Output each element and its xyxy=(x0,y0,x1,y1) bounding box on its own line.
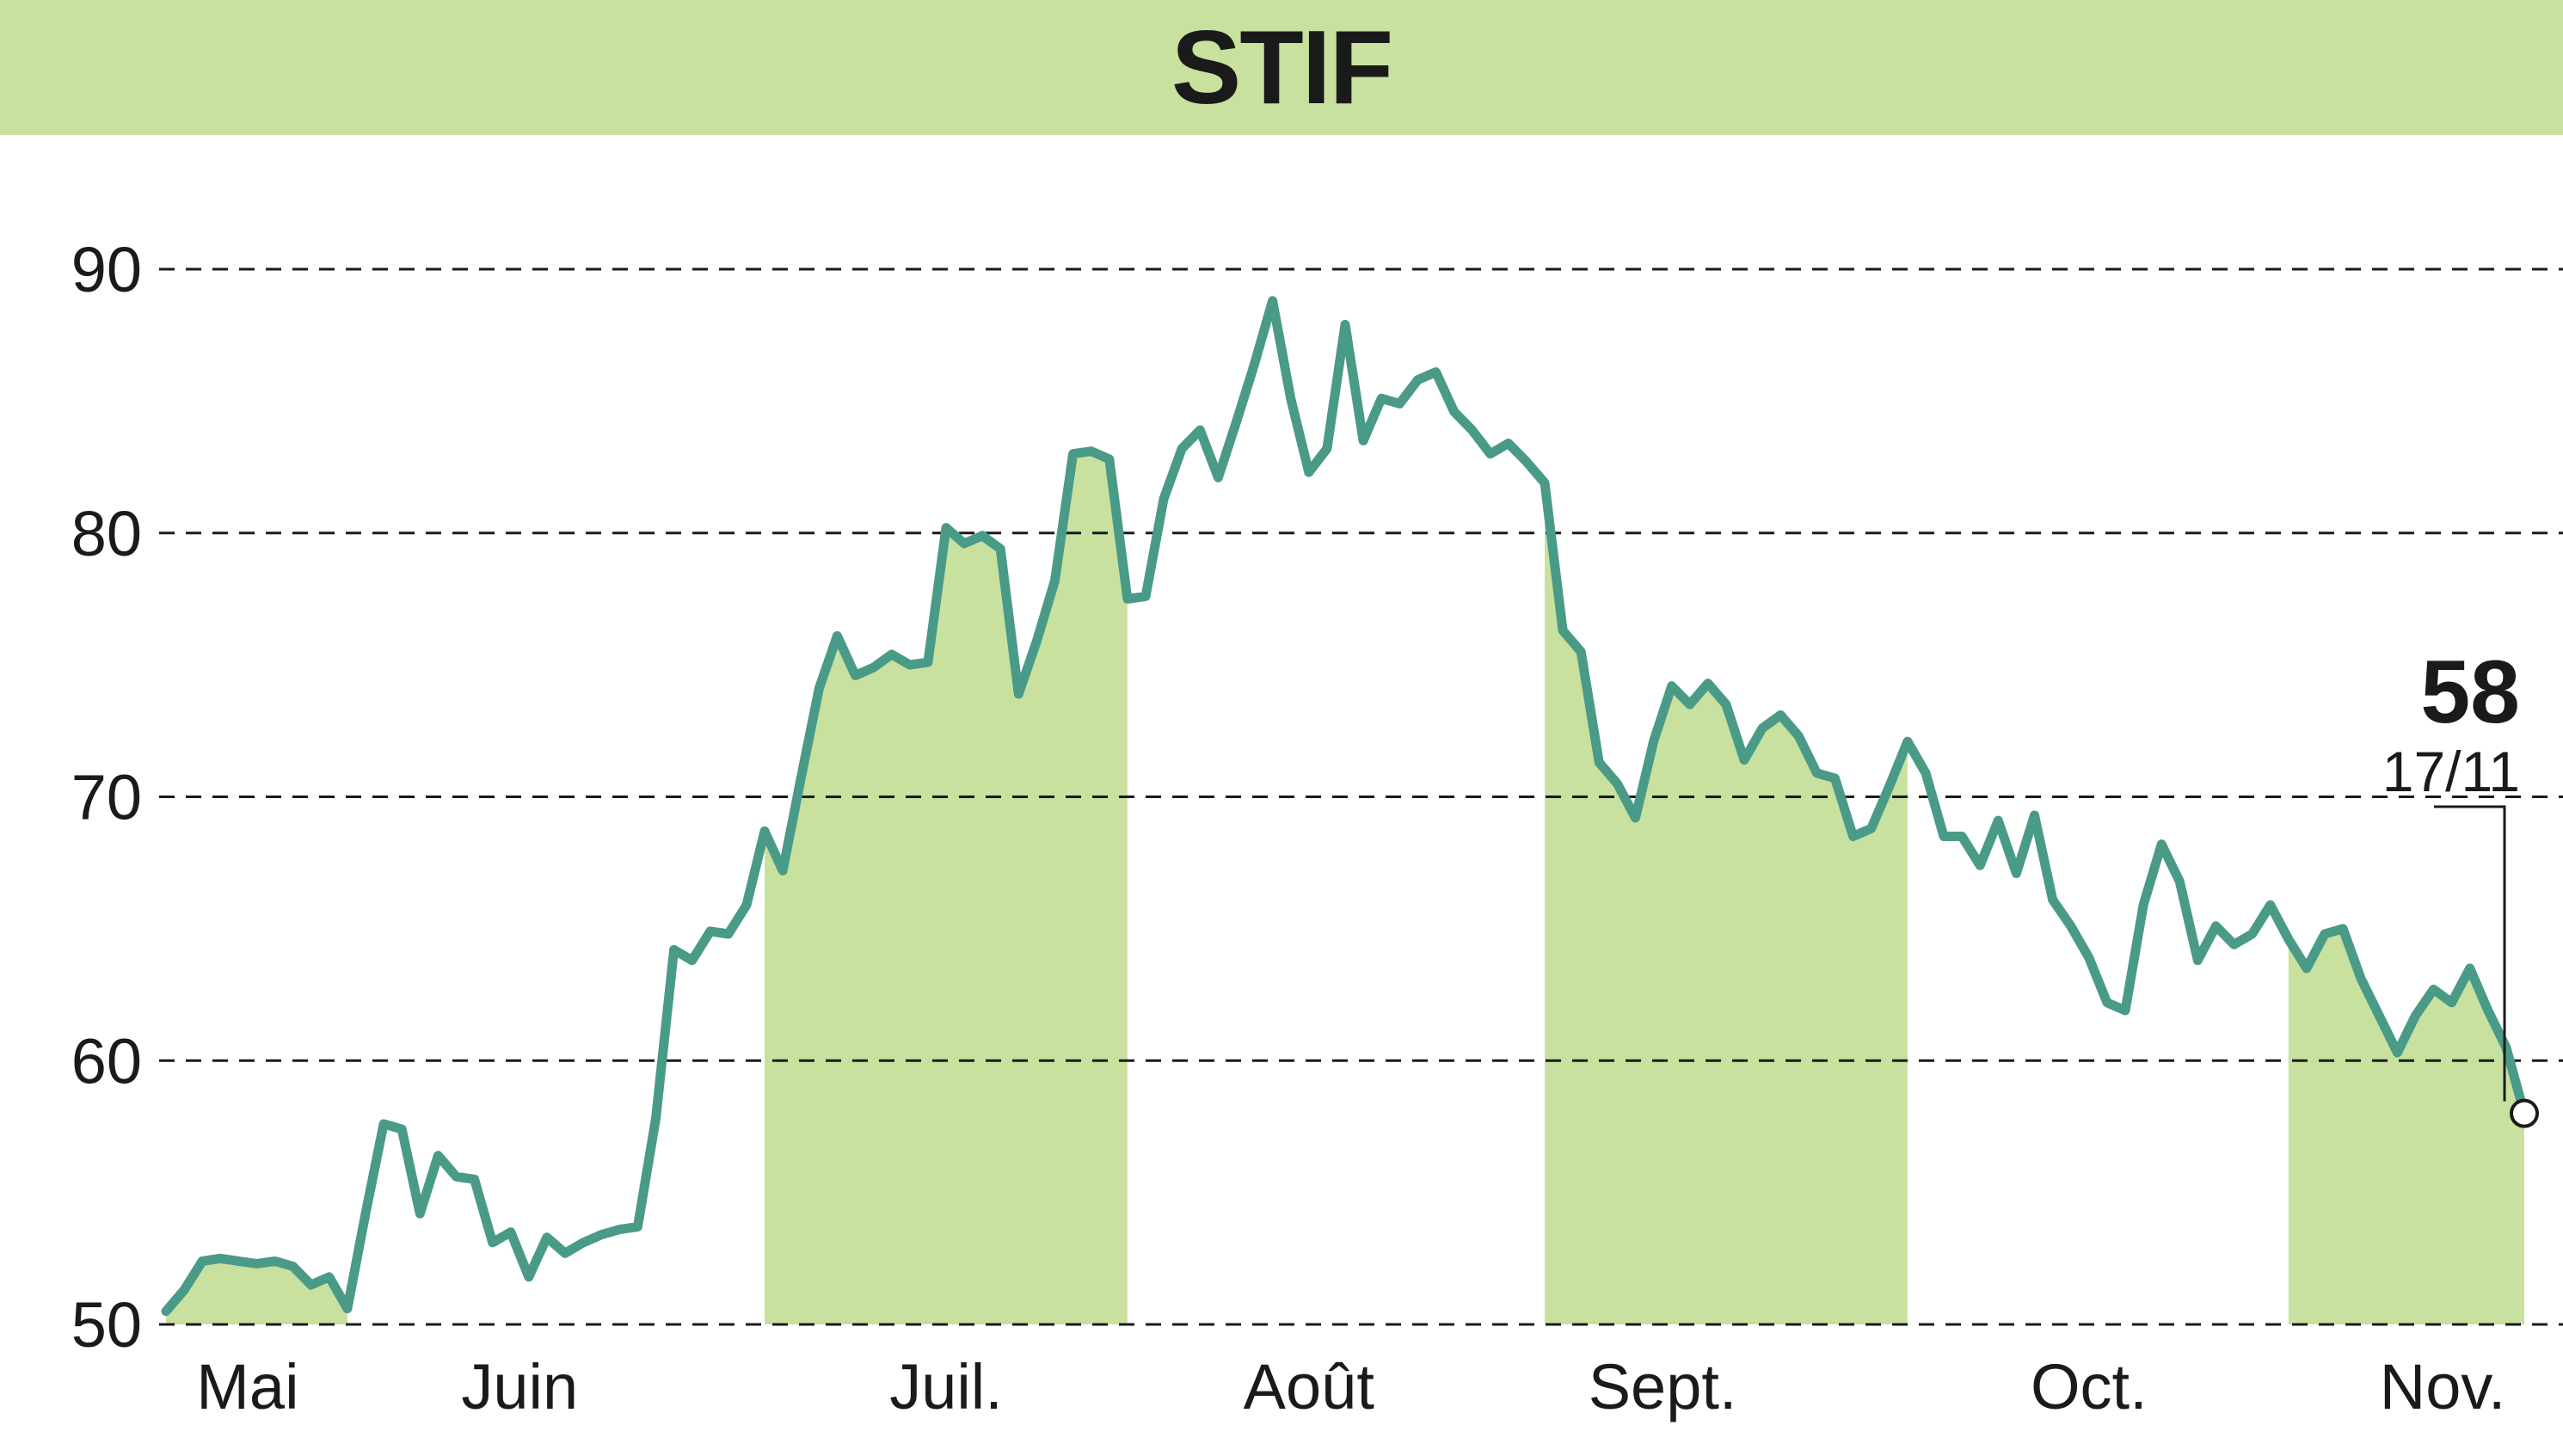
x-tick-label-7: Nov. xyxy=(2380,1351,2506,1422)
y-tick-label-70: 70 xyxy=(71,762,142,833)
title-band xyxy=(0,0,2563,135)
x-tick-label-3: Juil. xyxy=(889,1351,1003,1422)
last-value-leader xyxy=(2434,805,2506,1102)
month-band-1 xyxy=(166,1258,347,1324)
y-tick-label-50: 50 xyxy=(71,1289,142,1361)
month-band-2 xyxy=(765,451,1128,1324)
price-line xyxy=(161,296,2529,1317)
x-tick-label-2: Juin xyxy=(461,1351,578,1422)
y-tick-label-90: 90 xyxy=(71,234,142,305)
y-tick-label-60: 60 xyxy=(71,1025,142,1097)
last-point-marker xyxy=(2510,1098,2539,1128)
x-tick-label-6: Oct. xyxy=(2031,1351,2148,1422)
month-band-3 xyxy=(1545,482,1908,1324)
y-tick-label-80: 80 xyxy=(71,498,142,569)
month-band-4 xyxy=(2288,928,2524,1324)
grid-lines xyxy=(159,267,2563,1326)
y-axis-ticks: 50 60 70 80 90 xyxy=(71,234,142,1361)
x-tick-label-4: Août xyxy=(1244,1351,1375,1422)
price-series xyxy=(161,296,2529,1317)
last-date-label: 17/11 xyxy=(2382,740,2520,803)
chart-title: STIF xyxy=(1171,9,1393,126)
x-axis-months: Mai Juin Juil. Août Sept. Oct. Nov. xyxy=(196,1351,2505,1422)
last-value-label: 58 xyxy=(2420,642,2520,742)
x-tick-label-1: Mai xyxy=(196,1351,298,1422)
x-tick-label-5: Sept. xyxy=(1589,1351,1737,1422)
month-bands xyxy=(166,451,2524,1324)
